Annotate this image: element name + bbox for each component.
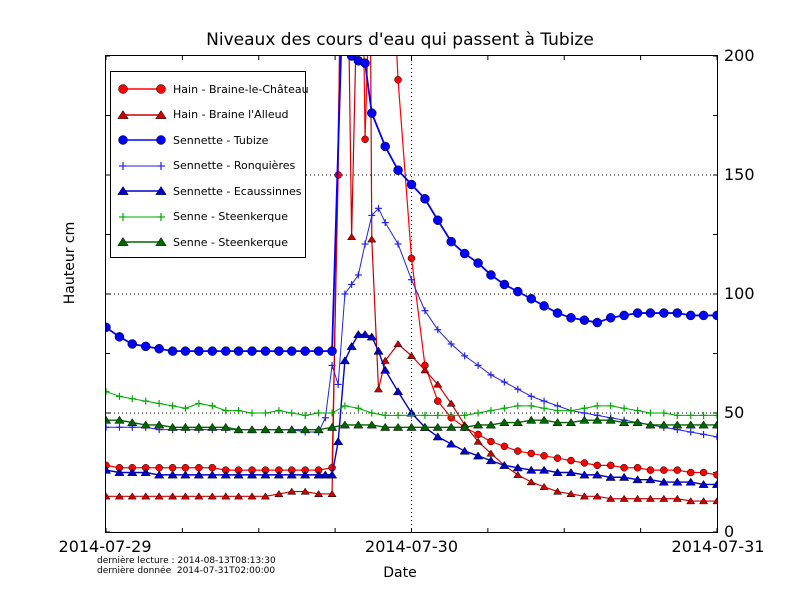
legend-item-1[interactable]: Hain - Braine l'Alleud — [111, 102, 305, 128]
legend-marker-triangle-icon — [111, 229, 173, 255]
x-tick-label: 2014-07-29 — [58, 537, 152, 556]
x-tick-label: 2014-07-30 — [365, 537, 458, 556]
series-line — [106, 56, 717, 356]
series-line — [106, 388, 717, 419]
legend-item-6[interactable]: Senne - Steenkerque — [111, 229, 305, 255]
legend-label: Hain - Braine-le-Château — [173, 82, 309, 96]
legend-item-4[interactable]: Sennette - Ecaussinnes — [111, 178, 305, 204]
footnote-line: dernière donnée 2014-07-31T02:00:00 — [97, 566, 276, 576]
legend-label: Sennette - Tubize — [173, 133, 269, 147]
legend-marker-plus-icon — [111, 204, 173, 230]
legend-label: Sennette - Ecaussinnes — [173, 184, 302, 198]
legend-label: Senne - Steenkerque — [173, 235, 289, 249]
footnote-line: dernière lecture : 2014-08-13T08:13:30 — [97, 556, 276, 566]
legend-item-2[interactable]: Sennette - Tubize — [111, 127, 305, 153]
series-line — [106, 56, 717, 479]
legend-marker-plus-icon — [111, 153, 173, 179]
legend-item-3[interactable]: Sennette - Ronquières — [111, 153, 305, 179]
chart-title: Niveaux des cours d'eau qui passent à Tu… — [206, 30, 594, 50]
legend-label: Hain - Braine l'Alleud — [173, 108, 289, 121]
legend-item-5[interactable]: Senne - Steenkerque — [111, 204, 305, 230]
legend-item-0[interactable]: Hain - Braine-le-Château — [111, 76, 309, 102]
series-line — [106, 56, 717, 505]
grid-lines — [106, 56, 717, 532]
y-tick-label: 200 — [724, 46, 755, 65]
y-tick-label: 50 — [724, 403, 745, 422]
legend-label: Senne - Steenkerque — [173, 210, 289, 223]
y-tick-label: 100 — [724, 284, 755, 303]
footnote-annotations: dernière lecture : 2014-08-13T08:13:30 de… — [97, 556, 276, 576]
x-tick-label: 2014-07-31 — [671, 537, 765, 556]
legend-marker-circle-icon — [111, 76, 173, 102]
plot-canvas — [106, 56, 717, 532]
axis-tick-marks — [106, 56, 717, 532]
y-axis-label: Hauteur cm — [62, 221, 78, 305]
legend-marker-triangle-icon — [111, 102, 173, 128]
legend-marker-circle-icon — [111, 127, 173, 153]
legend-marker-triangle-icon — [111, 178, 173, 204]
y-tick-label: 0 — [724, 522, 735, 541]
y-tick-label: 150 — [724, 165, 755, 184]
legend-label: Sennette - Ronquières — [173, 159, 296, 172]
chart-legend: Hain - Braine-le-Château Hain - Braine l'… — [110, 71, 309, 258]
x-axis-label: Date — [383, 565, 417, 581]
series-line — [106, 330, 717, 488]
series-line — [106, 415, 717, 434]
